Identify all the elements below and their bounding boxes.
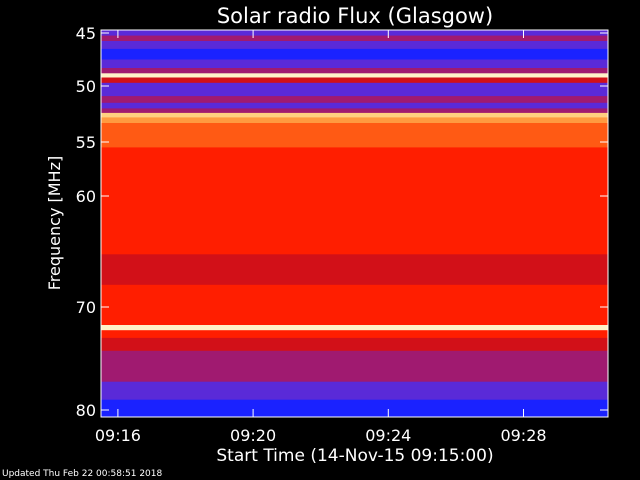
heatmap-cell (101, 129, 608, 139)
heatmap-cell (101, 204, 608, 219)
heatmap-cell (101, 218, 608, 230)
heatmap-cell (101, 117, 608, 124)
heatmap-cell (101, 96, 608, 104)
heatmap-cell (101, 169, 608, 186)
heatmap-cell (101, 112, 608, 118)
plot-frame (100, 29, 609, 418)
heatmap-cell (101, 30, 608, 37)
heatmap-cell (101, 158, 608, 170)
y-tick-label: 55 (76, 133, 96, 152)
heatmap-cell (101, 330, 608, 339)
chart-title: Solar radio Flux (Glasgow) (217, 4, 493, 28)
x-tick-label: 09:20 (230, 426, 276, 445)
y-tick-label: 50 (76, 77, 96, 96)
heatmap-cell (101, 82, 608, 90)
heatmap-cell (101, 41, 608, 50)
heatmap-cell (101, 102, 608, 109)
heatmap-cell (101, 73, 608, 79)
x-tick-label: 09:24 (365, 426, 411, 445)
heatmap-cell (101, 59, 608, 69)
heatmap-cell (101, 68, 608, 74)
heatmap-cell (101, 254, 608, 272)
update-timestamp: Updated Thu Feb 22 00:58:51 2018 (2, 469, 163, 479)
x-axis-label: Start Time (14-Nov-15 09:15:00) (216, 446, 493, 466)
heatmap-cell (101, 284, 608, 300)
y-tick-label: 80 (76, 401, 96, 420)
heatmap-cell (101, 337, 608, 352)
heatmap-cell (101, 89, 608, 97)
heatmap-cell (101, 35, 608, 42)
y-axis: 45 50 55 60 70 80 (76, 24, 608, 420)
heatmap-cell (101, 185, 608, 205)
heatmap-cell (101, 366, 608, 383)
heatmap-cell (101, 381, 608, 401)
heatmap-cell (101, 312, 608, 321)
x-axis: 09:16 09:20 09:24 09:28 (95, 30, 547, 445)
y-tick-label: 45 (76, 24, 96, 43)
x-tick-label: 09:16 (95, 426, 141, 445)
y-tick-label: 60 (76, 187, 96, 206)
heatmap-cell (101, 319, 608, 326)
heatmap-cell (101, 137, 608, 148)
x-tick-label: 09:28 (500, 426, 546, 445)
heatmap-cell (101, 325, 608, 331)
heatmap-cell (101, 48, 608, 61)
heatmap-cell (101, 399, 608, 411)
heatmap-cell (101, 298, 608, 313)
heatmap-cell (101, 240, 608, 255)
y-tick-label: 70 (76, 298, 96, 317)
heatmap-cell (101, 270, 608, 286)
heatmap-cell (101, 147, 608, 159)
heatmap-cell (101, 77, 608, 84)
heatmap (101, 30, 608, 417)
y-axis-label: Frequency [MHz] (45, 156, 64, 290)
heatmap-cell (101, 350, 608, 367)
heatmap-cell (101, 123, 608, 131)
heatmap-cell (101, 108, 608, 114)
heatmap-cell (101, 229, 608, 241)
